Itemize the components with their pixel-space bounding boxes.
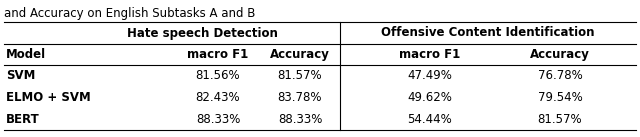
Text: 88.33%: 88.33% xyxy=(278,113,322,126)
Text: 47.49%: 47.49% xyxy=(408,69,452,82)
Text: and Accuracy on English Subtasks A and B: and Accuracy on English Subtasks A and B xyxy=(4,6,255,19)
Text: SVM: SVM xyxy=(6,69,35,82)
Text: Accuracy: Accuracy xyxy=(530,48,590,61)
Text: 81.57%: 81.57% xyxy=(538,113,582,126)
Text: Hate speech Detection: Hate speech Detection xyxy=(127,26,277,39)
Text: Offensive Content Identification: Offensive Content Identification xyxy=(381,26,595,39)
Text: 79.54%: 79.54% xyxy=(538,91,582,104)
Text: 83.78%: 83.78% xyxy=(278,91,323,104)
Text: 81.56%: 81.56% xyxy=(196,69,240,82)
Text: 81.57%: 81.57% xyxy=(278,69,323,82)
Text: 54.44%: 54.44% xyxy=(408,113,452,126)
Text: 76.78%: 76.78% xyxy=(538,69,582,82)
Text: 49.62%: 49.62% xyxy=(408,91,452,104)
Text: 82.43%: 82.43% xyxy=(196,91,240,104)
Text: macro F1: macro F1 xyxy=(399,48,461,61)
Text: Accuracy: Accuracy xyxy=(270,48,330,61)
Text: Model: Model xyxy=(6,48,46,61)
Text: macro F1: macro F1 xyxy=(188,48,248,61)
Text: 88.33%: 88.33% xyxy=(196,113,240,126)
Text: ELMO + SVM: ELMO + SVM xyxy=(6,91,91,104)
Text: BERT: BERT xyxy=(6,113,40,126)
